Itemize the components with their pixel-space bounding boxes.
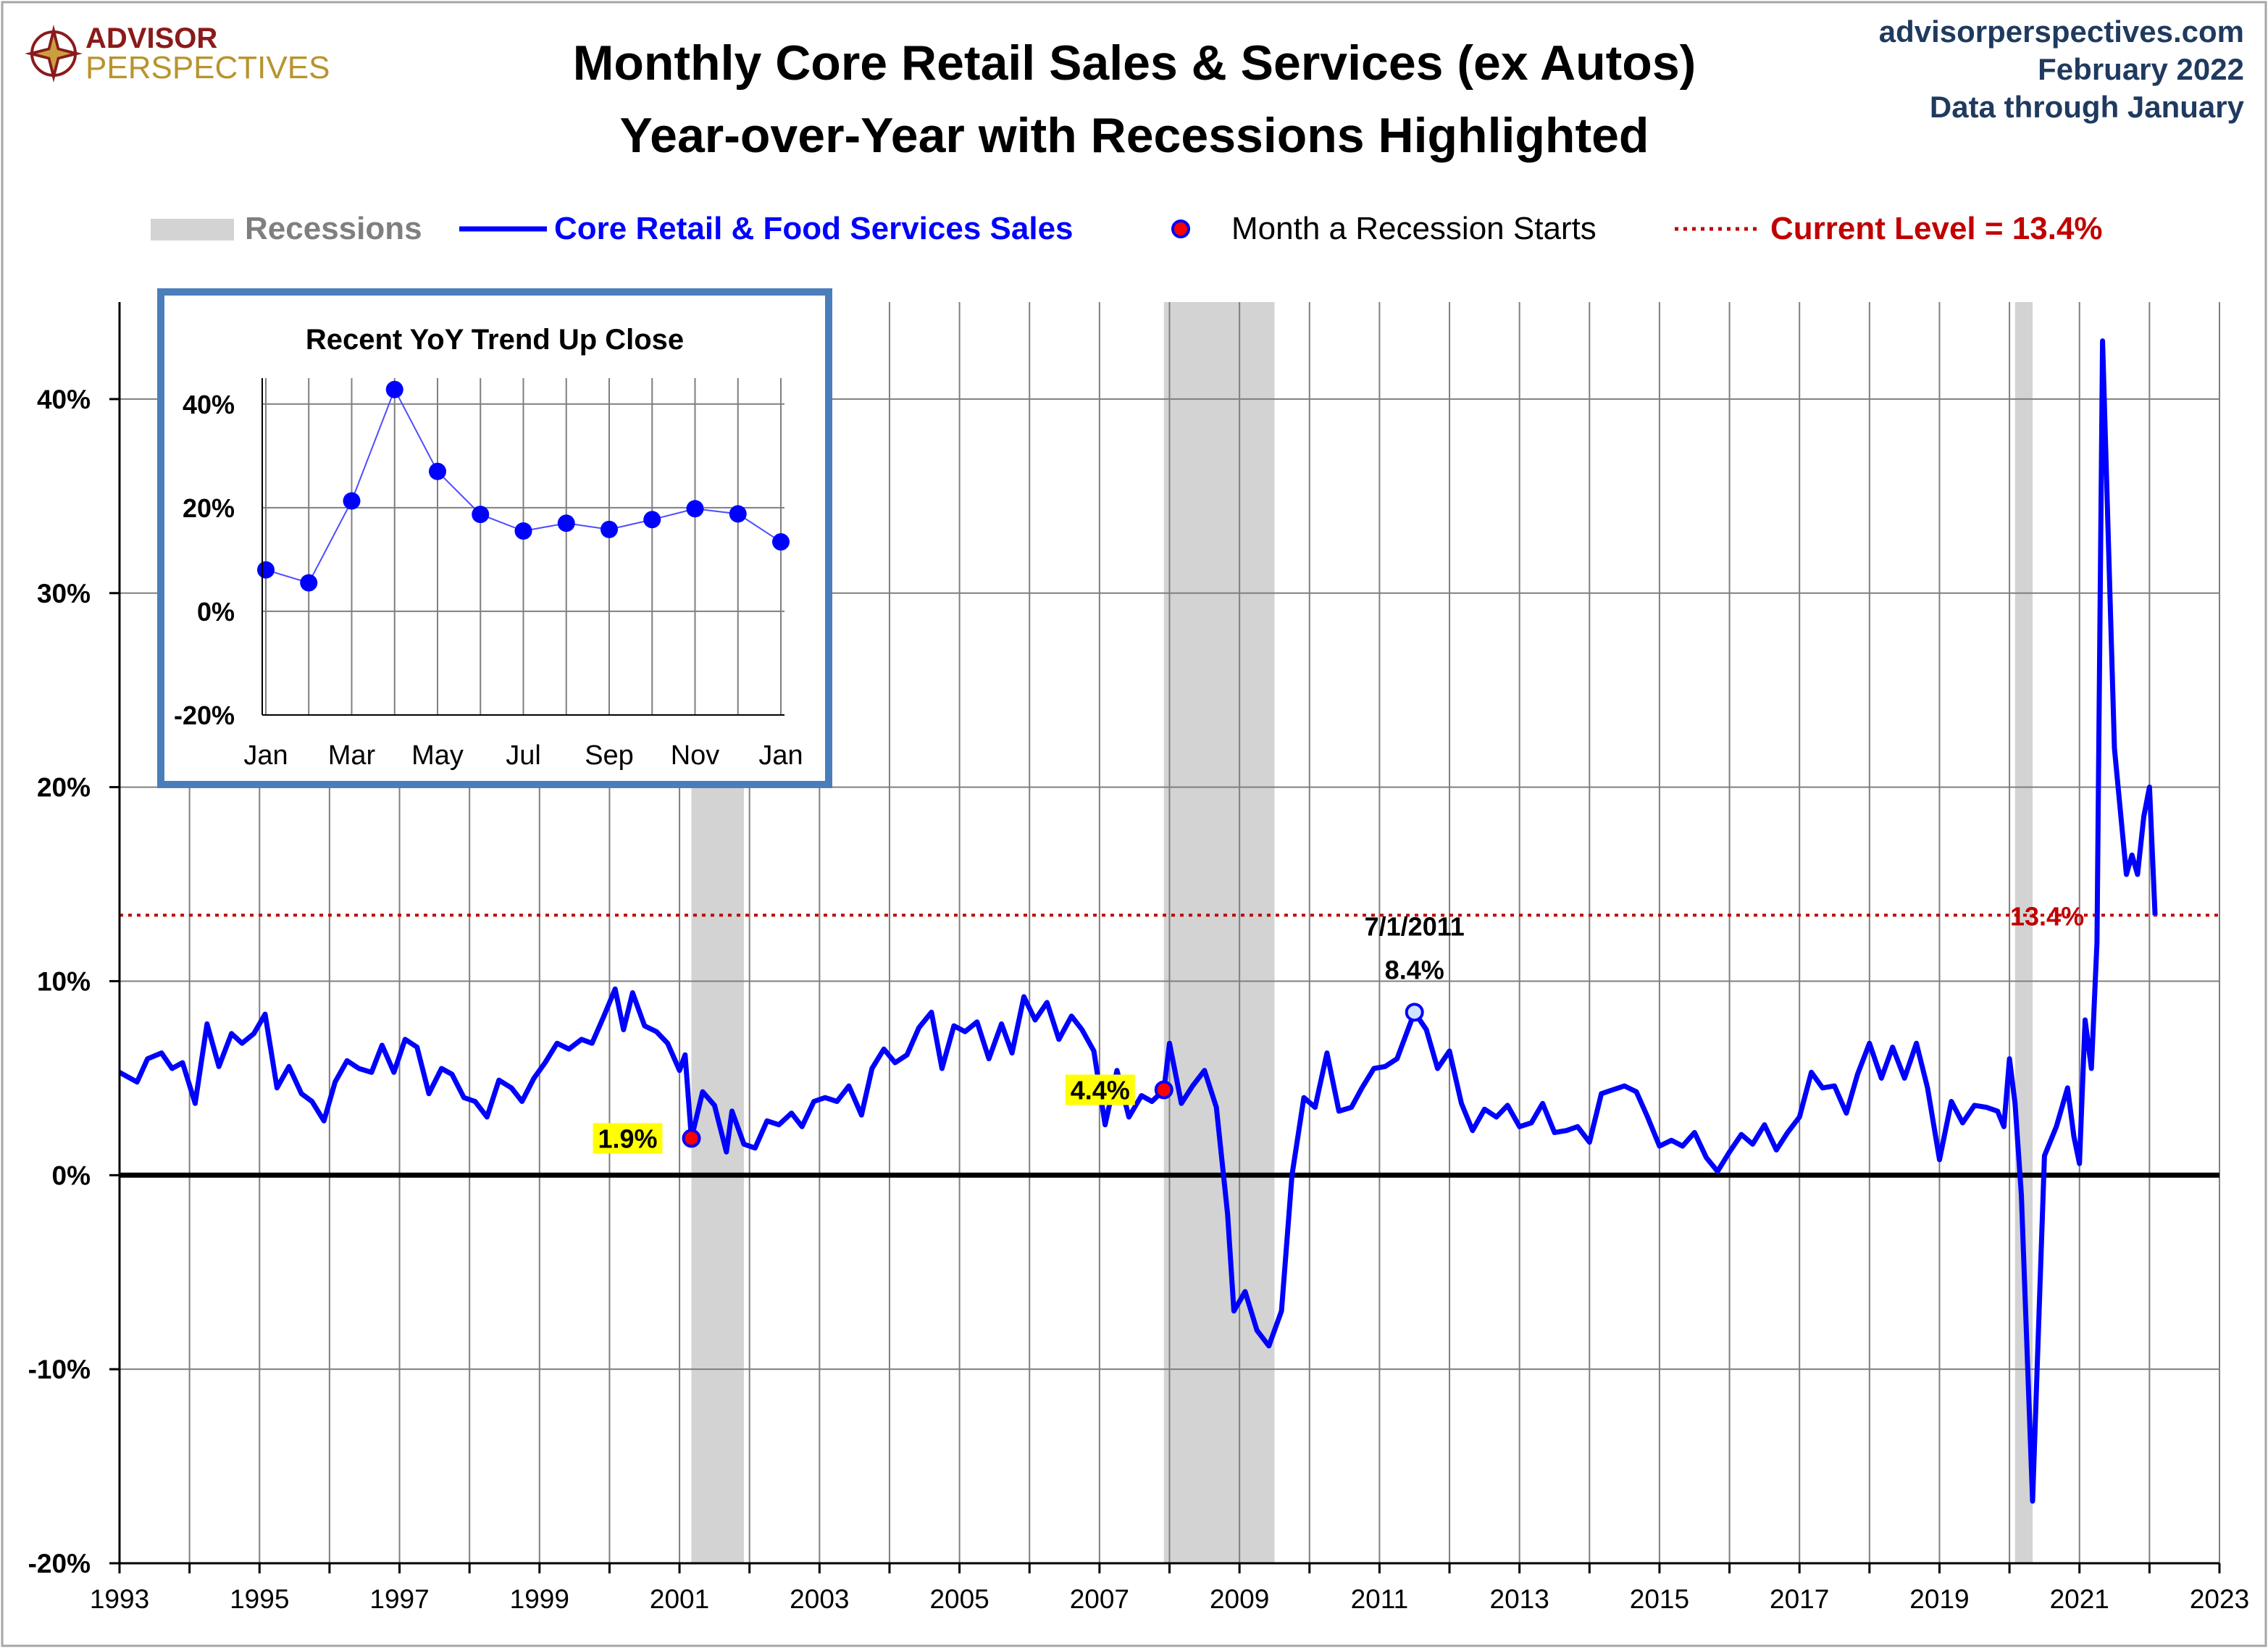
recession-start-label-bg-1	[593, 1123, 663, 1154]
x-tick-label: 2013	[1490, 1584, 1549, 1614]
legend-recession-swatch	[151, 219, 234, 240]
date-label: February 2022	[2038, 52, 2244, 86]
logo-line1: ADVISOR	[85, 22, 217, 54]
legend-current-level-label: Current Level = 13.4%	[1770, 211, 2103, 246]
inset-x-tick-label: Nov	[671, 740, 720, 771]
recession-start-marker-1	[682, 1129, 701, 1148]
x-tick-label: 2009	[1210, 1584, 1269, 1614]
y-tick-label: -20%	[28, 1549, 91, 1578]
inset-series-group	[257, 380, 790, 592]
inset-y-tick-label: 0%	[197, 597, 235, 627]
legend: Recessions Core Retail & Food Services S…	[151, 211, 2103, 246]
x-tick-label: 2015	[1630, 1584, 1689, 1614]
legend-recession-start-label: Month a Recession Starts	[1231, 211, 1597, 246]
y-tick-label: 0%	[52, 1160, 91, 1190]
chart-title-line2: Year-over-Year with Recessions Highlight…	[620, 108, 1649, 163]
inset-point	[514, 522, 532, 540]
legend-series-label: Core Retail & Food Services Sales	[554, 211, 1074, 246]
x-tick-label: 1999	[510, 1584, 569, 1614]
inset-x-tick-label: Jan	[758, 740, 803, 771]
peak-marker	[1405, 1003, 1424, 1022]
x-tick-label: 1995	[230, 1584, 289, 1614]
inset-y-tick-label: 40%	[183, 390, 235, 419]
x-tick-label: 2011	[1351, 1584, 1409, 1614]
peak-date-label: 7/1/2011	[1365, 911, 1465, 941]
legend-recession-start-marker	[1171, 219, 1190, 238]
site-label: advisorperspectives.com	[1879, 14, 2244, 49]
inset-point	[343, 492, 361, 510]
peak-value-label: 8.4%	[1385, 955, 1444, 984]
current-level-value-label: 13.4%	[2010, 901, 2084, 931]
inset-point	[686, 500, 704, 518]
inset-point	[772, 533, 790, 551]
x-tick-label: 2005	[929, 1584, 989, 1614]
annotations: 13.4% 1.9% 4.4% 7/1/2011 8.4%	[593, 901, 2084, 1154]
x-tick-label: 2023	[2190, 1584, 2249, 1614]
inset-point	[385, 380, 403, 398]
inset-point	[643, 511, 661, 529]
x-tick-label: 2001	[650, 1584, 709, 1614]
y-tick-label: 20%	[37, 773, 91, 803]
logo-line2: PERSPECTIVES	[85, 50, 330, 85]
y-tick-label: 40%	[37, 385, 91, 414]
inset-x-tick-label: Jan	[243, 740, 288, 771]
inset-y-tick-label: -20%	[174, 700, 235, 730]
series-line-core-retail	[118, 338, 2158, 1504]
inset-chart: Recent YoY Trend Up Close 40% 20% 0% -20% Ja…	[157, 288, 832, 788]
y-tick-label: -10%	[28, 1355, 91, 1384]
inset-frame	[157, 288, 832, 788]
series-group	[118, 338, 2158, 1504]
chart-title-line1: Monthly Core Retail Sales & Services (ex…	[573, 35, 1696, 91]
recession-start-label-bg-2	[1065, 1074, 1135, 1105]
data-through-label: Data through January	[1930, 90, 2245, 124]
inset-point	[472, 506, 490, 524]
recession-start-marker-2	[1154, 1080, 1173, 1100]
x-tick-label: 2017	[1770, 1584, 1829, 1614]
x-tick-label: 2007	[1070, 1584, 1129, 1614]
inset-x-tick-label: Mar	[328, 740, 376, 771]
inset-point	[557, 514, 575, 532]
legend-recessions-label: Recessions	[245, 211, 422, 246]
recession-band-2	[1163, 302, 1275, 1563]
y-tick-label: 10%	[37, 966, 91, 996]
inset-y-tick-label: 20%	[183, 493, 235, 523]
inset-x-tick-label: May	[411, 740, 464, 771]
inset-point	[300, 574, 318, 592]
compass-icon	[25, 25, 83, 83]
axes: -20% -10% 0% 10% 20% 30% 40% 1993 1995 1997 1999 20…	[28, 302, 2249, 1614]
advisor-perspectives-logo: ADVISOR PERSPECTIVES	[25, 22, 330, 85]
x-tick-label: 1993	[90, 1584, 149, 1614]
inset-point	[257, 561, 275, 579]
recession-bands	[691, 302, 2033, 1563]
inset-x-tick-label: Jul	[506, 740, 541, 771]
inset-x-tick-label: Sep	[585, 740, 634, 771]
x-tick-label: 2021	[2050, 1584, 2109, 1614]
inset-point	[601, 520, 618, 538]
x-tick-label: 1997	[369, 1584, 429, 1614]
inset-point	[729, 505, 747, 523]
x-tick-label: 2019	[1909, 1584, 1969, 1614]
recession-start-label-1: 1.9%	[598, 1124, 657, 1153]
inset-axes: 40% 20% 0% -20% Jan Mar May Jul Sep Nov Jan	[174, 378, 803, 771]
inset-point	[429, 462, 446, 480]
inset-title: Recent YoY Trend Up Close	[306, 324, 684, 356]
x-tick-label: 2003	[790, 1584, 849, 1614]
recession-start-label-2: 4.4%	[1071, 1075, 1130, 1105]
y-tick-label: 30%	[37, 579, 91, 608]
